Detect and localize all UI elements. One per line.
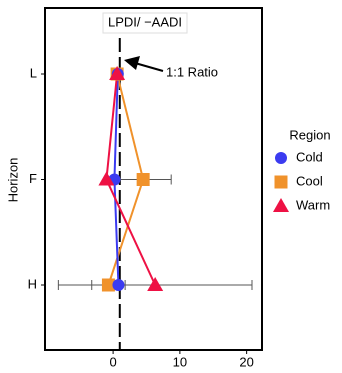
marker [101,278,115,292]
annotation: 1:1 Ratio [166,64,218,79]
legend-marker [273,198,289,212]
marker [112,279,125,291]
x-tick-label: 10 [173,354,187,369]
y-tick-label: L [30,65,37,80]
legend-marker [275,152,287,164]
marker [147,277,164,291]
legend-label: Warm [296,197,330,212]
x-tick-label: 0 [109,354,116,369]
title-box [102,12,188,34]
chart-title: LPDI/ −AADI [108,14,182,29]
arrow-head [124,56,140,70]
legend-title: Region [289,127,330,142]
y-tick-label: F [29,171,37,186]
marker [109,66,126,80]
y-tick-label: H [28,276,37,291]
marker [98,171,115,186]
legend-label: Cold [296,149,323,164]
marker [136,173,150,186]
annotation-arrow [134,62,164,72]
legend-marker [274,175,288,189]
legend-label: Cool [296,173,323,188]
y-axis-label: Horizon [5,158,20,203]
x-tick-label: 20 [239,354,253,369]
